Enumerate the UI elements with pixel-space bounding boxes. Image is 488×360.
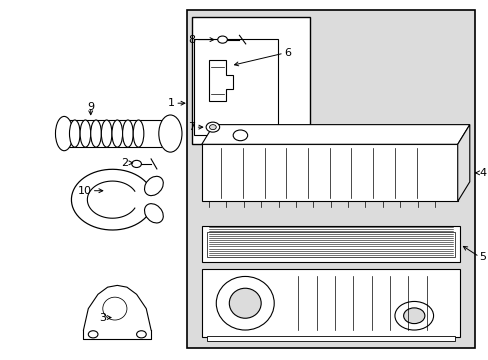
Ellipse shape [102, 297, 127, 320]
Ellipse shape [131, 160, 141, 167]
Ellipse shape [136, 331, 146, 338]
Bar [206, 232, 454, 257]
Ellipse shape [144, 204, 163, 223]
Bar [187, 10, 474, 348]
Bar [193, 39, 278, 135]
Text: 6: 6 [284, 48, 290, 58]
Ellipse shape [122, 120, 133, 147]
Text: 10: 10 [78, 186, 92, 196]
Ellipse shape [112, 120, 122, 147]
Ellipse shape [394, 301, 433, 330]
Ellipse shape [101, 120, 112, 147]
Ellipse shape [229, 288, 261, 318]
Bar [202, 144, 457, 202]
Polygon shape [457, 125, 469, 202]
Ellipse shape [91, 120, 101, 147]
Ellipse shape [403, 308, 424, 324]
Ellipse shape [133, 120, 143, 147]
Ellipse shape [69, 120, 80, 147]
Text: 9: 9 [87, 102, 94, 112]
Text: 4: 4 [478, 168, 486, 178]
Text: 2: 2 [121, 158, 128, 168]
Text: 3: 3 [100, 312, 106, 323]
Text: 7: 7 [188, 122, 195, 132]
Ellipse shape [80, 120, 91, 147]
Ellipse shape [206, 122, 219, 132]
Ellipse shape [88, 331, 98, 338]
Text: 1: 1 [168, 98, 175, 108]
Ellipse shape [55, 116, 73, 151]
Bar [206, 336, 454, 342]
Bar [202, 226, 459, 262]
Polygon shape [202, 125, 469, 144]
Bar [192, 18, 310, 144]
Ellipse shape [216, 276, 274, 330]
Text: 5: 5 [478, 252, 486, 262]
Polygon shape [208, 60, 233, 102]
Text: 8: 8 [188, 35, 195, 45]
Ellipse shape [159, 115, 182, 152]
Ellipse shape [233, 130, 247, 141]
Ellipse shape [217, 36, 227, 43]
Bar [202, 269, 459, 337]
Ellipse shape [209, 125, 216, 130]
Ellipse shape [144, 176, 163, 195]
